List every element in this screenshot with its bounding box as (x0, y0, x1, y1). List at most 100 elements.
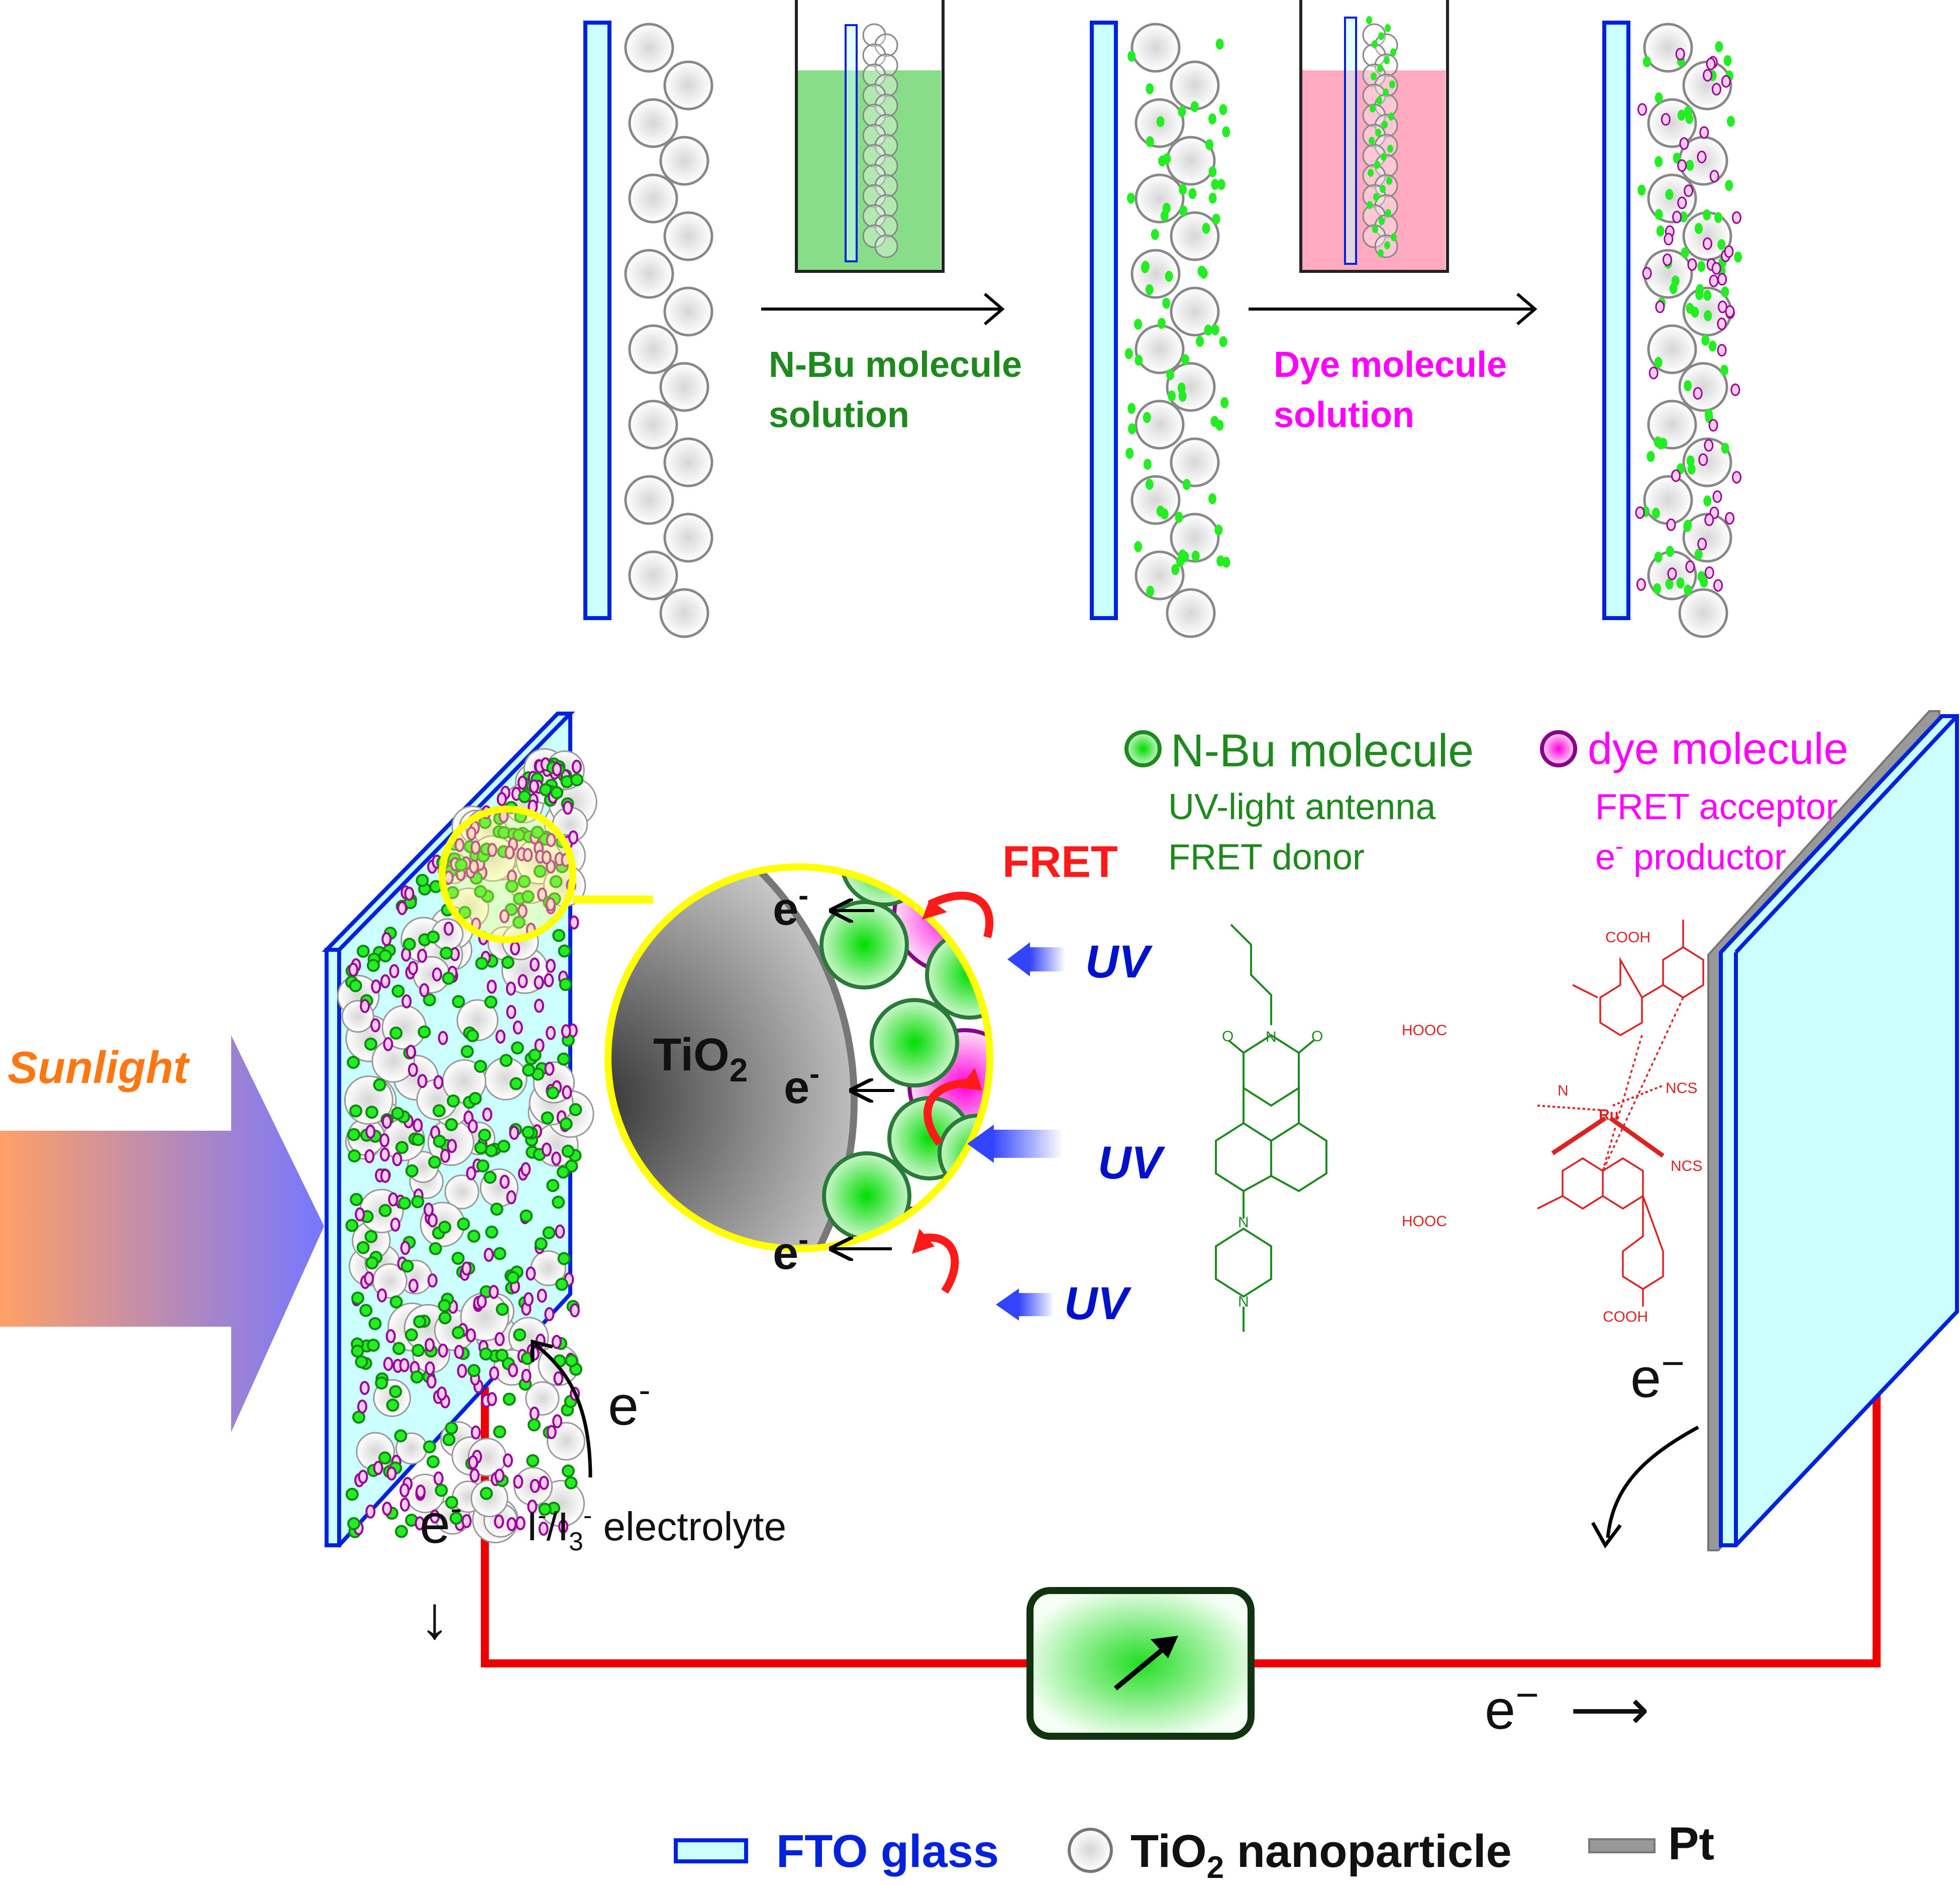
nbu-dot (438, 1221, 452, 1234)
nbu-dot (442, 1433, 456, 1446)
dye-dot (1662, 253, 1672, 266)
tio2-nanoparticle (624, 249, 674, 299)
dye-dot (1711, 83, 1721, 96)
dye-dot (529, 1407, 540, 1421)
dye-dot (1730, 383, 1740, 396)
dye-dot (1677, 159, 1687, 172)
dye-dot (404, 886, 415, 901)
tio2-nanoparticle (628, 98, 678, 148)
nbu-dot (454, 858, 468, 872)
dye-dot (1721, 75, 1731, 88)
nbu-dot (1171, 564, 1180, 575)
nbu-dot (400, 1259, 414, 1273)
fret-label: FRET (1002, 837, 1118, 886)
dye-dot (447, 1139, 457, 1153)
tio2-nanoparticle (1130, 23, 1181, 73)
svg-text:HOOC: HOOC (1402, 1213, 1447, 1230)
dye-dot (546, 1425, 557, 1439)
dye-dot (563, 801, 573, 815)
inset-tio2-label: TiO2 (653, 1029, 748, 1088)
nbu-dot (349, 1104, 363, 1118)
nbu-dot (423, 993, 436, 1007)
tio2-nanoparticle (1130, 475, 1181, 525)
nbu-dot (429, 1242, 442, 1255)
dye-dot (399, 1358, 409, 1372)
green-solution (798, 70, 941, 270)
nbu-dot (1177, 382, 1186, 394)
dye-dot (468, 1455, 478, 1469)
dye-dot (1677, 196, 1687, 210)
tio2-nanoparticle (659, 362, 709, 412)
nbu-dot (447, 1094, 460, 1108)
dye-dot (539, 1475, 549, 1490)
nbu-dot (368, 1317, 382, 1330)
nbu-dot (1734, 251, 1742, 263)
dye-dot (1655, 301, 1665, 314)
nbu-molecule (870, 998, 959, 1087)
nbu-dot (364, 1037, 378, 1051)
nbu-dot (1708, 340, 1717, 352)
nbu-dot (1717, 239, 1726, 250)
anode-electron: e- (531, 1339, 651, 1478)
dye-dot (502, 1453, 513, 1468)
nbu-dot (1703, 289, 1712, 301)
nbu-dot (411, 1133, 425, 1146)
nbu-dot (1165, 270, 1173, 282)
nbu-dot (1219, 336, 1227, 347)
dye-dot (430, 1509, 440, 1524)
dye-dot (1666, 518, 1676, 531)
dye-dot (504, 845, 515, 860)
nbu-dot (1654, 357, 1663, 368)
nbu-dot (559, 978, 572, 991)
dye-dot (562, 1085, 572, 1100)
nbu-dot (474, 885, 487, 899)
dye-dot (523, 1292, 534, 1307)
nbu-dot (427, 930, 440, 944)
dye-bonds (1537, 1084, 1665, 1158)
dye-dot (545, 897, 556, 912)
tio2-nanoparticle (628, 550, 678, 601)
nbu-dot (1684, 106, 1692, 117)
nbu-dot (1163, 153, 1171, 165)
dye-dot (1635, 506, 1645, 519)
dye-dot (1725, 305, 1735, 318)
nbu-dot (345, 1219, 359, 1232)
nbu-dot (1127, 403, 1136, 414)
nbu-dot (550, 786, 564, 800)
dye-dot (425, 1361, 435, 1375)
fret-arrows (918, 891, 994, 1294)
nbu-dot (1211, 179, 1219, 190)
svg-text:N: N (1238, 1214, 1249, 1231)
nbu-dot (416, 873, 429, 887)
tio2-nanoparticle (1170, 211, 1220, 261)
nbu-dot (1219, 104, 1227, 116)
nbu-dot (1723, 55, 1732, 66)
nbu-dot (1214, 524, 1223, 536)
nbu-dot (394, 1429, 407, 1443)
zoom-circle (439, 806, 576, 943)
nbu-dot (1212, 214, 1220, 225)
nbu-dot (561, 1464, 575, 1478)
tio2-nanoparticle-icon (1068, 1828, 1113, 1873)
dye-dot (1704, 439, 1714, 452)
nbu-dot (1704, 310, 1712, 322)
dye-dot (506, 1190, 517, 1205)
dye-dot (523, 848, 533, 862)
nbu-dot (367, 1338, 380, 1352)
nbu-dot (1677, 110, 1686, 121)
svg-text:e-: e- (784, 1057, 819, 1113)
tio2-nanoparticle (1134, 324, 1185, 374)
fto-glass-icon (674, 1838, 748, 1863)
nbu-dot (1671, 275, 1680, 287)
dye-dot (544, 1307, 555, 1322)
tio2-nanoparticle (1647, 400, 1697, 450)
dye-dot (466, 1328, 476, 1343)
dye-dot (1717, 301, 1727, 314)
nbu-dot (1676, 577, 1685, 589)
dye-dot (494, 1468, 505, 1483)
dye-dot (359, 1380, 370, 1395)
nbu-dot (428, 1155, 442, 1169)
dye-dot (551, 1151, 562, 1166)
nbu-dot (375, 1376, 388, 1390)
nbu-dot (438, 1299, 451, 1313)
